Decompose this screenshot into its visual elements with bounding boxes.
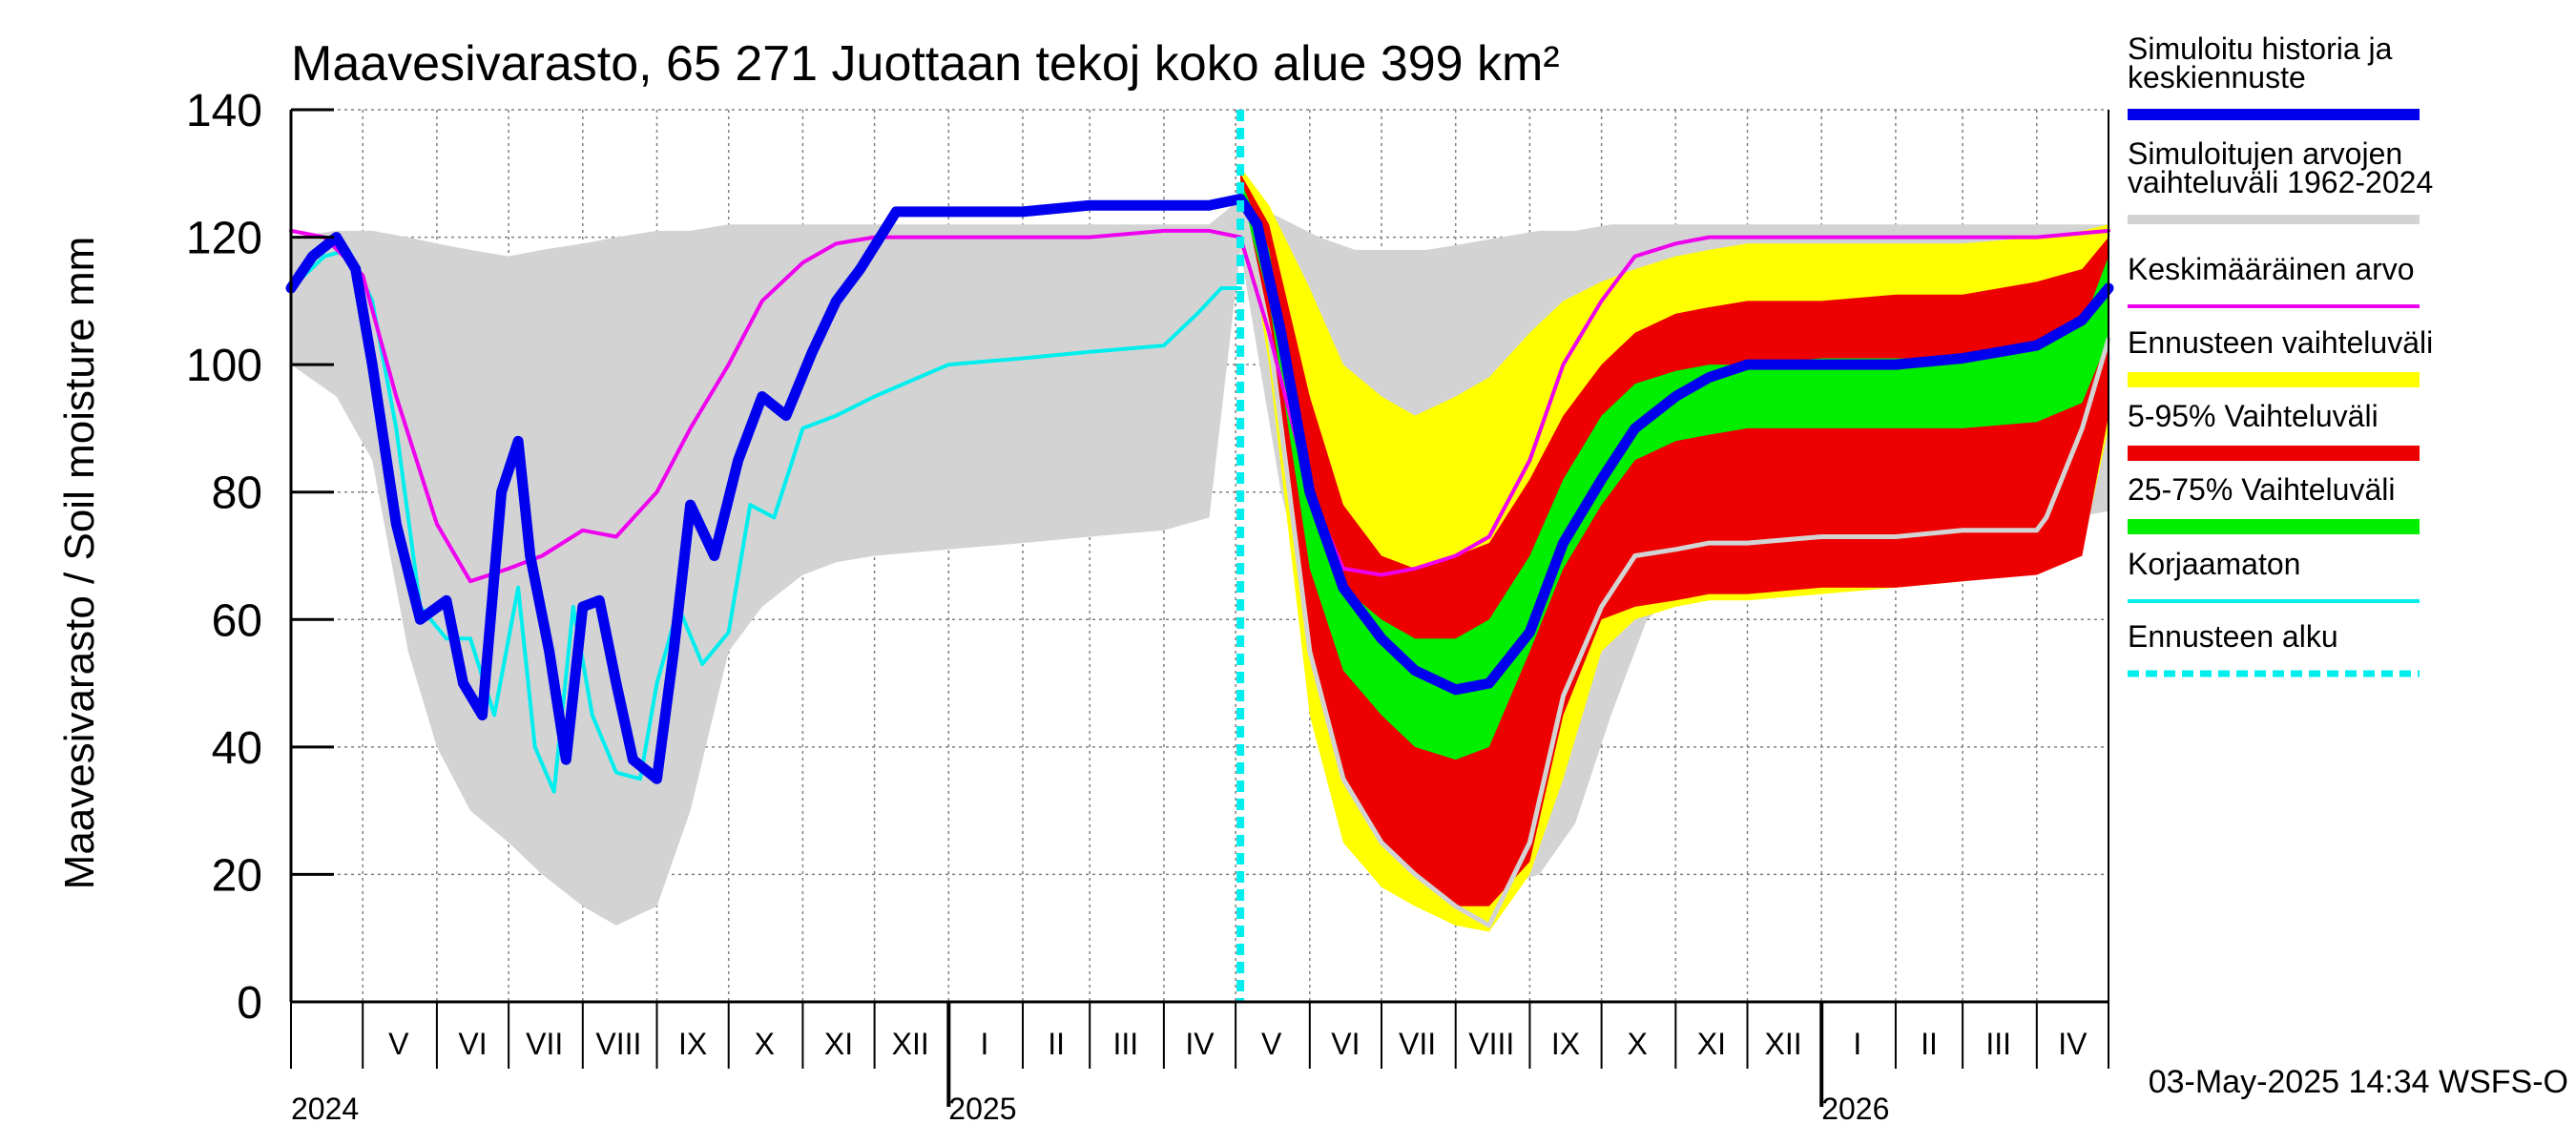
month-label: VII (526, 1027, 563, 1061)
y-tick-label: 40 (212, 723, 262, 774)
legend-label: Keskimääräinen arvo (2128, 252, 2415, 286)
legend-label: Korjaamaton (2128, 547, 2300, 581)
month-label: XI (824, 1027, 853, 1061)
legend-label: keskiennuste (2128, 60, 2306, 94)
month-label: VIII (595, 1027, 641, 1061)
month-label: X (755, 1027, 775, 1061)
month-label: IX (1551, 1027, 1580, 1061)
legend-label: 25-75% Vaihteluväli (2128, 472, 2395, 507)
month-label: VI (458, 1027, 487, 1061)
legend-label: vaihteluväli 1962-2024 (2128, 165, 2433, 199)
y-tick-label: 140 (186, 86, 262, 136)
month-label: X (1628, 1027, 1648, 1061)
month-label: I (980, 1027, 988, 1061)
month-label: III (1985, 1027, 2011, 1061)
month-label: VIII (1468, 1027, 1514, 1061)
y-tick-label: 80 (212, 468, 262, 519)
month-label: II (1048, 1027, 1065, 1061)
year-label: 2025 (948, 1092, 1016, 1126)
uncorrected-forecast-line (1237, 190, 2111, 928)
y-axis-label: Maavesivarasto / Soil moisture mm (56, 237, 103, 890)
month-label: II (1921, 1027, 1938, 1061)
month-label: I (1853, 1027, 1861, 1061)
year-label: 2026 (1821, 1092, 1889, 1126)
legend-label: Simuloitu historia ja (2128, 31, 2393, 66)
month-label: VII (1399, 1027, 1436, 1061)
month-label: V (1261, 1027, 1282, 1061)
month-label: IX (678, 1027, 707, 1061)
month-label: VI (1331, 1027, 1360, 1061)
chart-title: Maavesivarasto, 65 271 Juottaan tekoj ko… (291, 36, 1560, 92)
month-label: XI (1697, 1027, 1726, 1061)
month-label: XII (892, 1027, 929, 1061)
month-label: III (1112, 1027, 1138, 1061)
y-tick-label: 20 (212, 850, 262, 901)
mean-line (289, 228, 2110, 584)
month-label: IV (2058, 1027, 2088, 1061)
y-tick-label: 100 (186, 341, 262, 391)
legend-label: Ennusteen vaihteluväli (2128, 325, 2433, 360)
month-label: IV (1185, 1027, 1215, 1061)
year-label: 2024 (291, 1092, 359, 1126)
y-tick-label: 0 (237, 978, 262, 1029)
month-label: V (388, 1027, 409, 1061)
footer-timestamp: 03-May-2025 14:34 WSFS-O (2149, 1064, 2568, 1100)
month-label: XII (1765, 1027, 1802, 1061)
history-forecast-line (285, 194, 2114, 784)
legend-label: Ennusteen alku (2128, 619, 2338, 654)
y-tick-label: 60 (212, 595, 262, 646)
legend-label: Simuloitujen arvojen (2128, 136, 2402, 171)
y-tick-label: 120 (186, 214, 262, 264)
legend-label: 5-95% Vaihteluväli (2128, 399, 2379, 433)
